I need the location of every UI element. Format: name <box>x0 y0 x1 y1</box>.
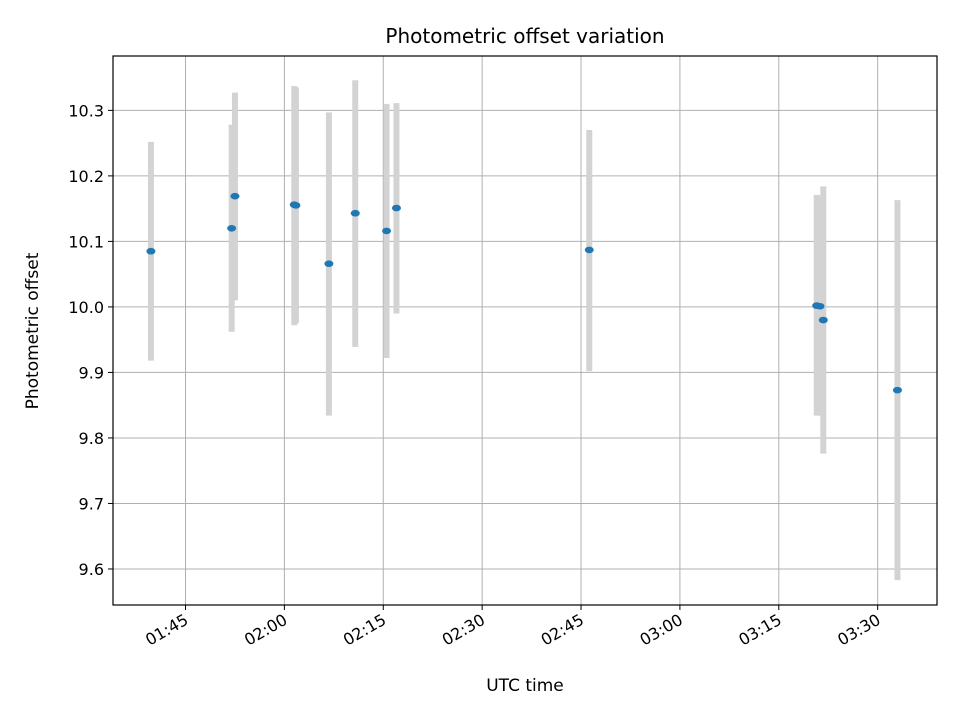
y-tick-label: 10.2 <box>68 167 104 186</box>
data-point <box>892 386 902 394</box>
y-tick-label: 9.9 <box>79 363 104 382</box>
data-points <box>146 192 902 394</box>
y-tick-label: 10.0 <box>68 298 104 317</box>
y-axis-label: Photometric offset <box>23 252 43 409</box>
data-point <box>350 209 360 217</box>
grid <box>113 56 937 605</box>
data-point <box>230 192 240 200</box>
y-tick-label: 9.8 <box>79 429 104 448</box>
data-point <box>227 224 237 232</box>
y-tick-label: 10.3 <box>68 101 104 120</box>
data-point <box>818 316 828 324</box>
data-point <box>391 204 401 212</box>
y-tick-label: 10.1 <box>68 232 104 251</box>
y-tick-label: 9.6 <box>79 560 104 579</box>
data-point <box>324 260 334 267</box>
plot-frame <box>112 55 938 606</box>
x-axis-label: UTC time <box>486 676 564 696</box>
chart-title: Photometric offset variation <box>385 24 664 48</box>
data-point <box>584 246 594 254</box>
data-point <box>146 247 156 255</box>
y-axis-ticks: 9.6 9.7 9.8 9.9 10.0 10.1 10.2 10.3 <box>68 101 113 579</box>
data-point <box>815 302 825 310</box>
data-point <box>291 202 301 209</box>
y-tick-label: 9.7 <box>79 494 104 513</box>
data-point <box>382 227 392 235</box>
